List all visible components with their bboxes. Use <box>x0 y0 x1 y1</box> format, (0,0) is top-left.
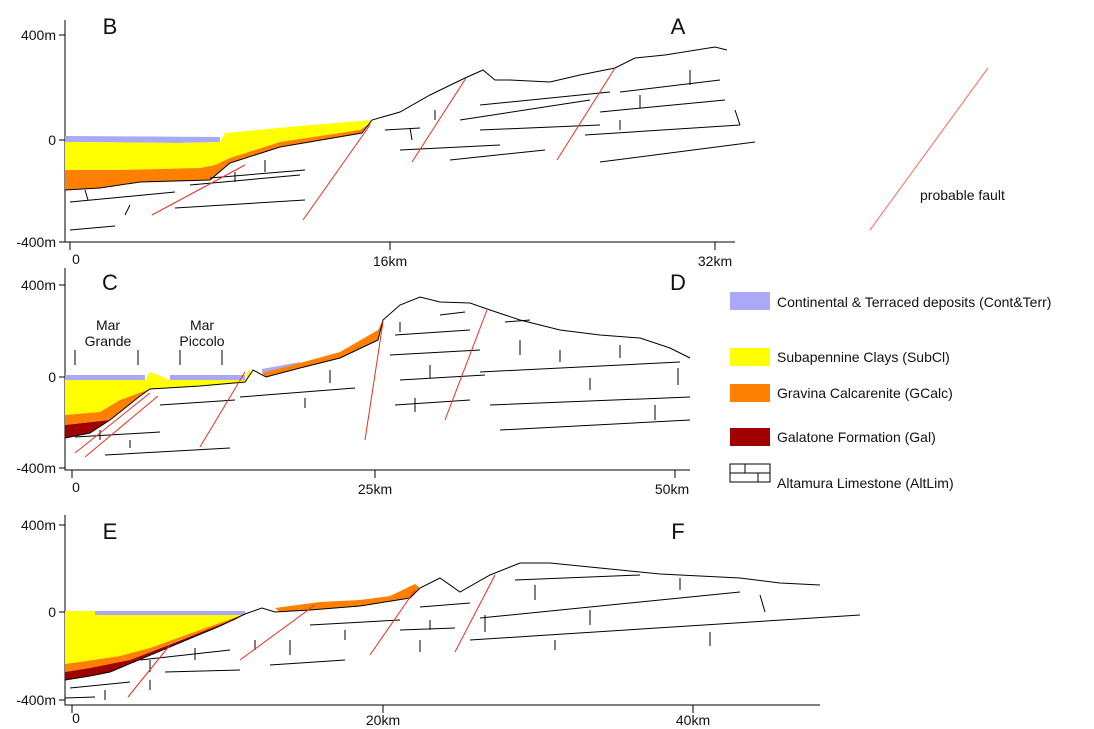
legend-label: Altamura Limestone (AltLim) <box>777 475 954 491</box>
x-label: 25km <box>358 481 392 497</box>
page: B A 400m 0 -400m 0 16km 32km C D 400m 0 … <box>0 0 1094 729</box>
section-label: A <box>671 14 686 40</box>
legend-label: Subapennine Clays (SubCl) <box>777 349 950 365</box>
fault-legend-label: probable fault <box>920 187 1005 203</box>
place-label: Mar Grande <box>78 317 138 349</box>
y-label: -400m <box>16 234 56 250</box>
axes <box>59 20 820 713</box>
y-label: 400m <box>21 517 56 533</box>
x-label: 20km <box>366 712 400 728</box>
y-label: 0 <box>48 604 56 620</box>
legend-label: Gravina Calcarenite (GCalc) <box>777 385 953 401</box>
y-label: 400m <box>21 27 56 43</box>
section-2 <box>65 297 690 457</box>
x-label: 40km <box>676 712 710 728</box>
section-1 <box>65 47 755 230</box>
y-label: -400m <box>16 460 56 476</box>
legend-swatches <box>730 68 988 482</box>
section-label: D <box>670 270 686 296</box>
section-label: C <box>102 270 118 296</box>
x-label: 0 <box>72 251 80 267</box>
legend-label: Continental & Terraced deposits (Cont&Te… <box>777 294 1051 310</box>
y-label: 0 <box>48 132 56 148</box>
section-label: E <box>103 519 118 545</box>
x-label: 0 <box>72 710 80 726</box>
y-label: 0 <box>48 369 56 385</box>
x-label: 0 <box>72 479 80 495</box>
x-label: 32km <box>698 253 732 269</box>
x-label: 16km <box>373 253 407 269</box>
place-label: Mar Piccolo <box>172 317 232 349</box>
x-label: 50km <box>655 481 689 497</box>
y-label: -400m <box>16 692 56 708</box>
section-label: B <box>103 14 118 40</box>
y-label: 400m <box>21 277 56 293</box>
legend-label: Galatone Formation (Gal) <box>777 429 936 445</box>
section-label: F <box>671 519 684 545</box>
section-3 <box>65 563 860 700</box>
